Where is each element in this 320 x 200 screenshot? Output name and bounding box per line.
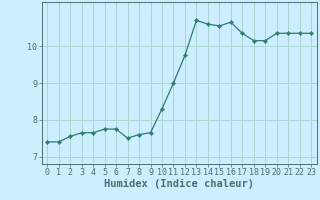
X-axis label: Humidex (Indice chaleur): Humidex (Indice chaleur) <box>104 179 254 189</box>
